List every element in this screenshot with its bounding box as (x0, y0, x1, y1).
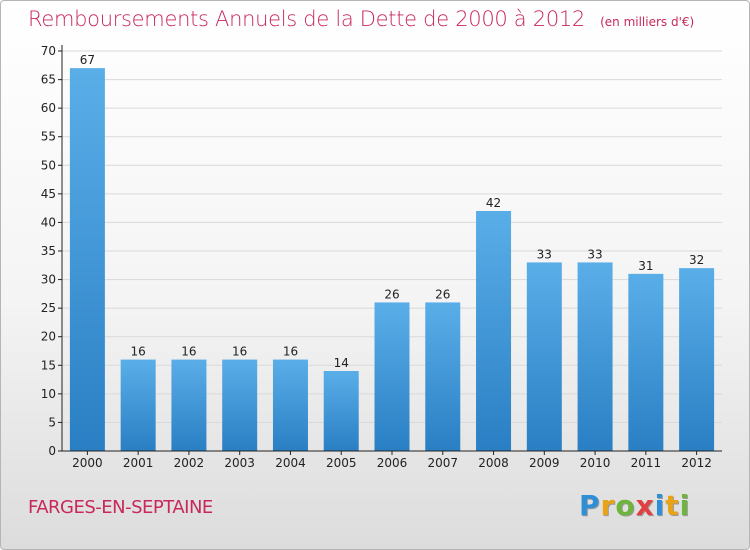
y-tick-label: 10 (41, 387, 56, 401)
logo-letter: x (635, 489, 655, 522)
bar-2003 (222, 359, 258, 451)
x-tick-label-2006: 2006 (377, 456, 408, 470)
logo-letter: r (600, 489, 616, 522)
data-label-2003: 16 (232, 345, 247, 359)
x-tick-label-2012: 2012 (681, 456, 712, 470)
data-label-2006: 26 (384, 287, 399, 301)
bar-2006 (374, 302, 410, 451)
y-tick-label: 20 (41, 330, 56, 344)
bar-2007 (425, 302, 461, 451)
y-tick-label: 65 (41, 73, 56, 87)
x-tick-label-2000: 2000 (72, 456, 103, 470)
x-tick-label-2011: 2011 (631, 456, 662, 470)
data-label-2007: 26 (435, 287, 450, 301)
data-label-2004: 16 (283, 345, 298, 359)
data-label-2011: 31 (638, 259, 653, 273)
bar-2010 (577, 262, 613, 451)
data-label-2005: 14 (334, 356, 349, 370)
bar-2012 (679, 268, 715, 451)
y-tick-label: 5 (48, 415, 56, 429)
logo-letter: P (579, 489, 601, 522)
bar-2000 (69, 68, 105, 452)
bar-2009 (526, 262, 562, 451)
y-tick-label: 45 (41, 187, 56, 201)
data-label-2000: 67 (80, 53, 95, 67)
chart-unit: (en milliers d'€) (600, 15, 695, 29)
data-label-2002: 16 (181, 345, 196, 359)
x-tick-label-2009: 2009 (529, 456, 560, 470)
bar-2001 (120, 359, 156, 451)
y-tick-label: 15 (41, 358, 56, 372)
bar-2008 (476, 211, 512, 451)
x-tick-label-2010: 2010 (580, 456, 611, 470)
bar-2004 (272, 359, 308, 451)
y-tick-label: 70 (41, 44, 56, 58)
y-tick-label: 25 (41, 301, 56, 315)
y-tick-label: 30 (41, 273, 56, 287)
data-label-2010: 33 (587, 247, 602, 261)
x-tick-label-2007: 2007 (427, 456, 458, 470)
chart-title: Remboursements Annuels de la Dette de 20… (28, 7, 694, 31)
x-tick-label-2005: 2005 (326, 456, 357, 470)
x-tick-label-2001: 2001 (123, 456, 154, 470)
y-tick-label: 50 (41, 158, 56, 172)
data-labels: 67 16 16 16 16 14 26 26 42 33 33 31 32 (80, 53, 705, 370)
data-label-2012: 32 (689, 253, 704, 267)
chart-title-text: Remboursements Annuels de la Dette de 20… (28, 7, 585, 31)
x-tick-label-2003: 2003 (224, 456, 255, 470)
axes: 0 5 10 15 20 25 30 35 40 45 50 55 60 65 70 2000 2001 2002… (41, 44, 722, 470)
y-tick-label: 35 (41, 244, 56, 258)
data-label-2009: 33 (537, 247, 552, 261)
x-tick-label-2002: 2002 (174, 456, 205, 470)
bar-2002 (171, 359, 207, 451)
y-tick-label: 60 (41, 101, 56, 115)
data-label-2001: 16 (131, 345, 146, 359)
x-tick-label-2008: 2008 (478, 456, 509, 470)
y-tick-label: 55 (41, 130, 56, 144)
y-tick-label: 0 (48, 444, 56, 458)
logo-letter: i (654, 489, 666, 522)
bar-2005 (323, 371, 359, 451)
x-tick-label-2004: 2004 (275, 456, 306, 470)
proxiti-logo: Proxiti (579, 489, 690, 522)
logo-letter: i (679, 489, 691, 522)
bar-2011 (628, 273, 664, 451)
data-label-2008: 42 (486, 196, 501, 210)
y-tick-label: 40 (41, 215, 56, 229)
town-name: FARGES-EN-SEPTAINE (28, 497, 213, 518)
logo-letter: o (615, 489, 636, 522)
bars (69, 68, 715, 452)
logo-letter: t (665, 489, 680, 522)
